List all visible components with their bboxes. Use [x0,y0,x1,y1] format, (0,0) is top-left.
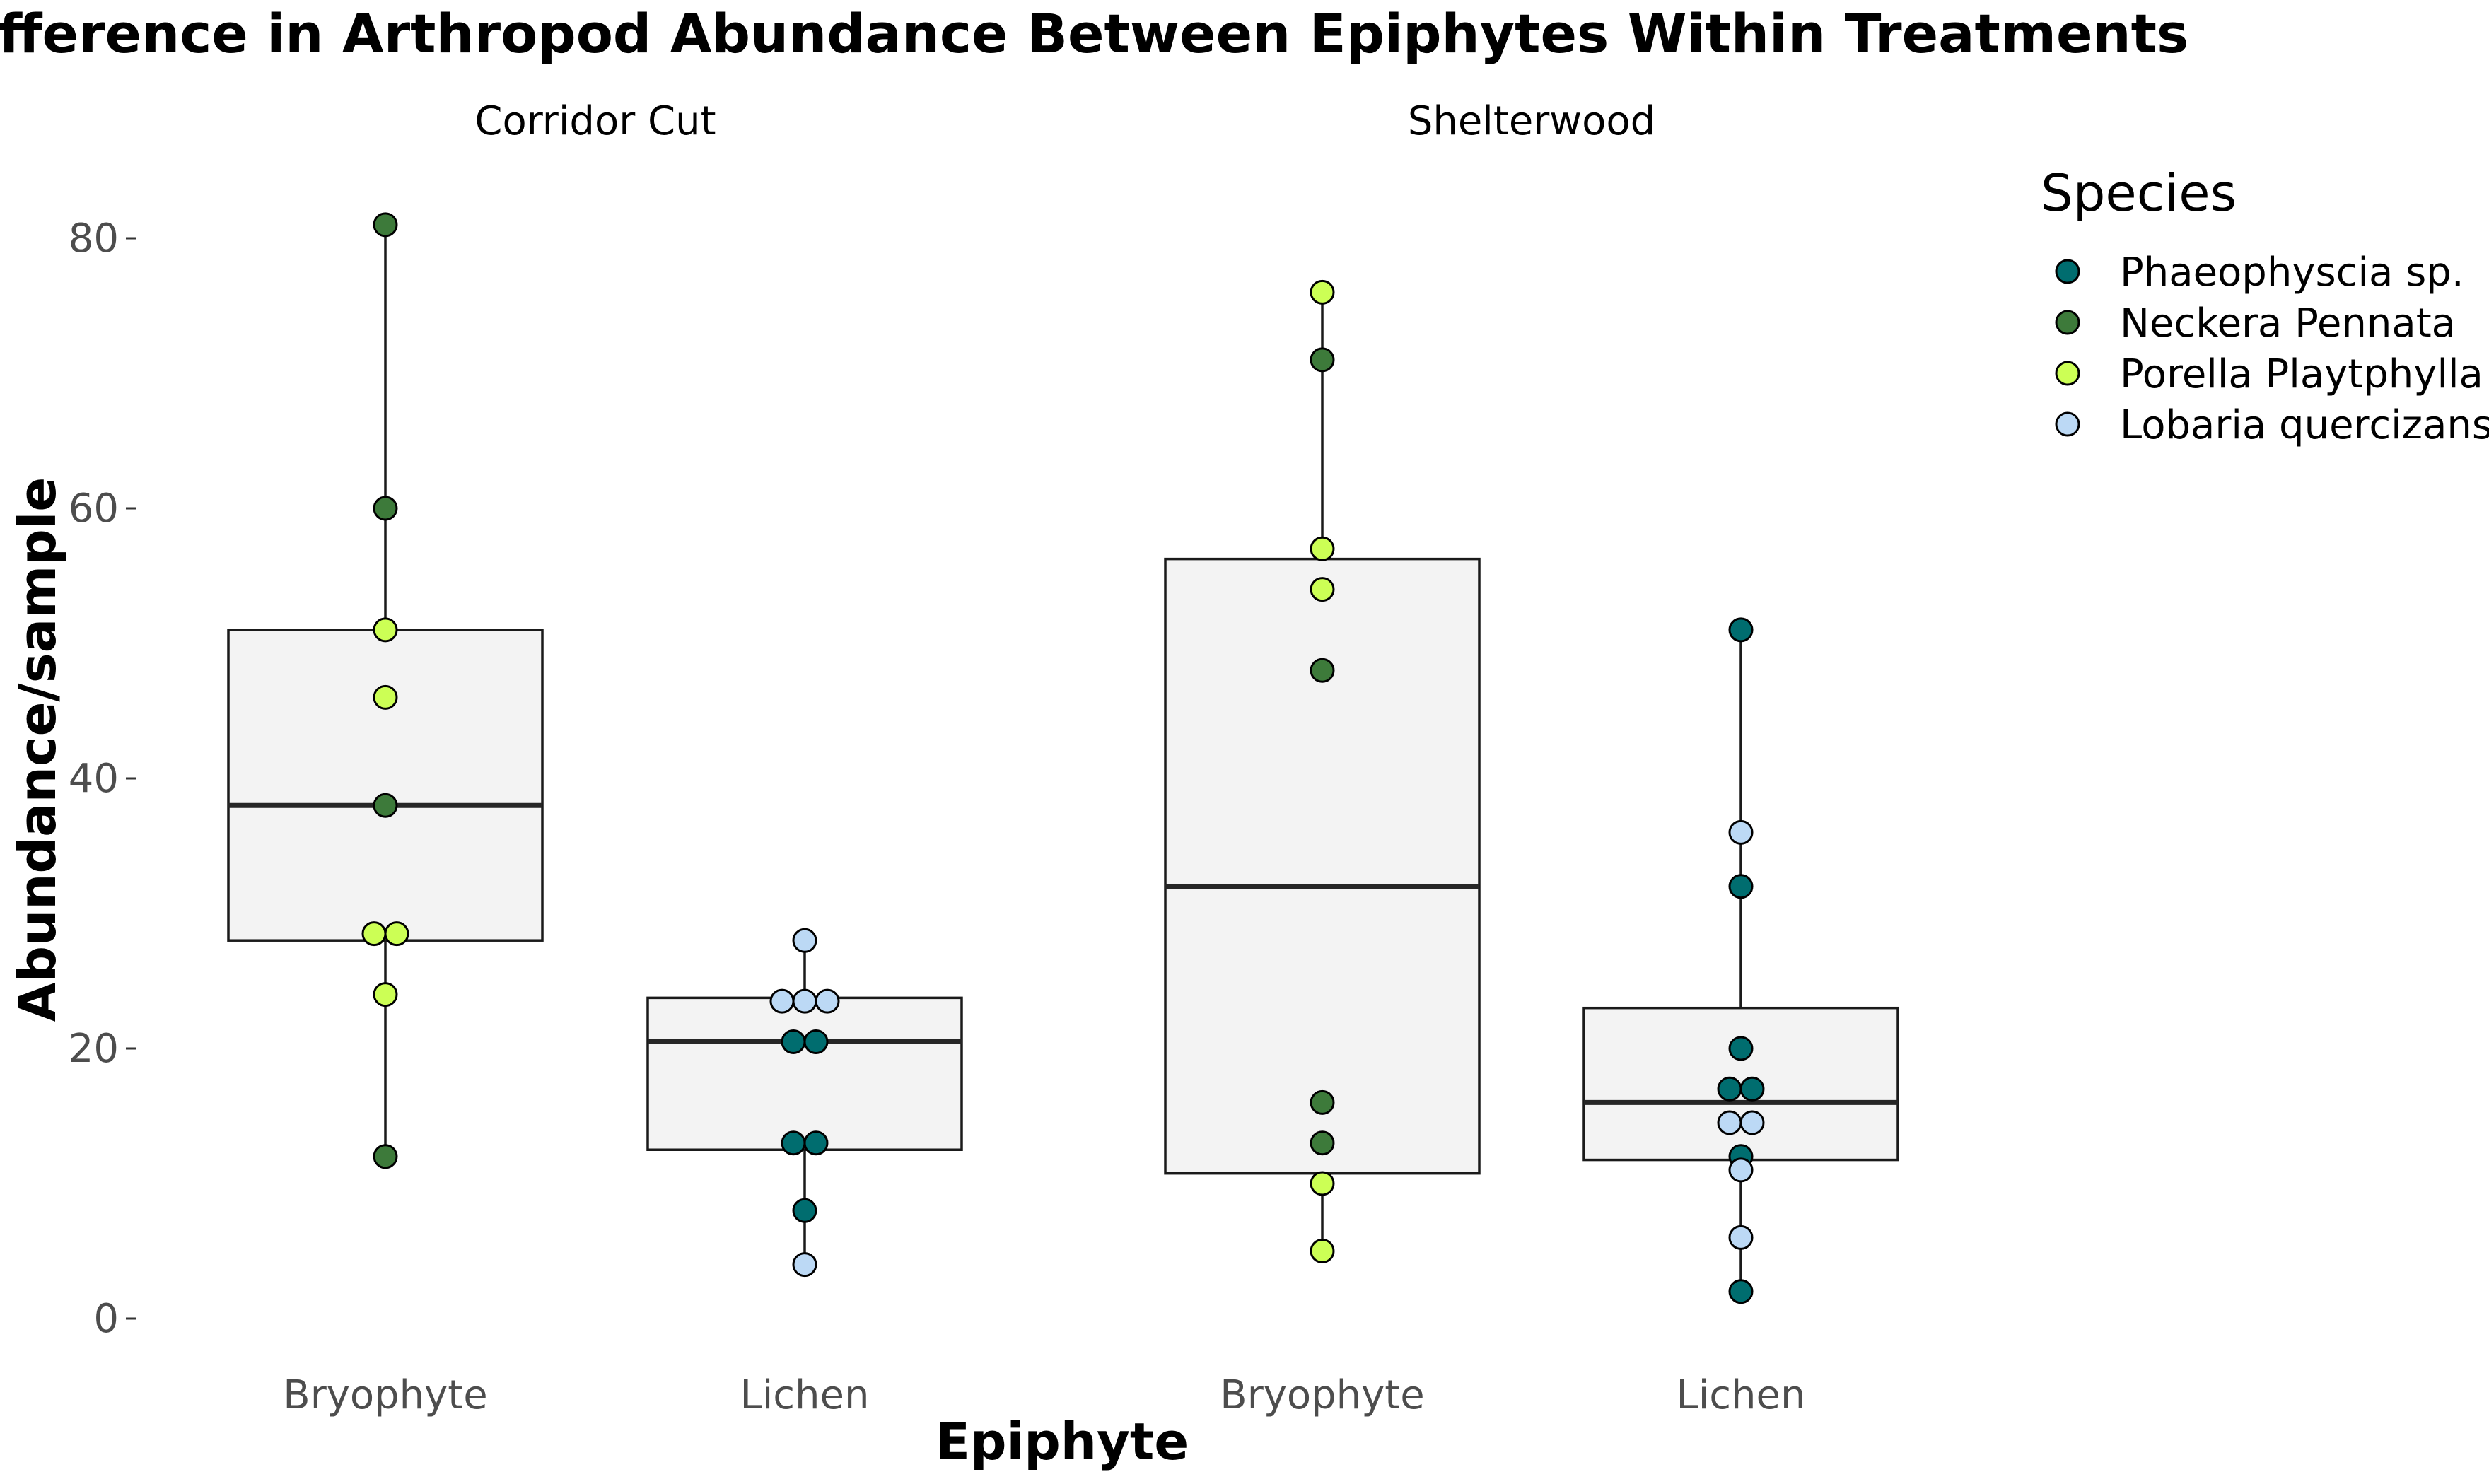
legend-item-label: Lobaria quercizans [2120,402,2489,448]
data-point [1310,658,1335,683]
data-point [373,617,398,643]
y-tick-label: 60 [69,486,119,532]
box-corridor-cut-lichen [646,996,963,1151]
plot-layer: 0 20 40 60 80 Corridor Cut Bryophyte Lichen Shel… [69,98,1899,1418]
data-point [1717,1110,1742,1135]
data-point [1728,1036,1754,1061]
data-point [792,988,817,1014]
data-point [803,1130,829,1156]
data-point [1728,1157,1754,1183]
box-shelterwood-bryophyte [1164,557,1481,1175]
box-corridor-cut-bryophyte [227,629,544,942]
data-point [384,921,409,947]
legend-title: Species [2041,163,2237,223]
data-point [1728,1279,1754,1304]
x-tick-label: Bryophyte [283,1372,487,1418]
legend-key-marker [2055,259,2080,284]
legend-item-label: Neckera Pennata [2120,300,2456,346]
data-point [1310,577,1335,602]
legend-key-marker [2055,310,2080,335]
data-point [1728,874,1754,899]
data-point [1728,617,1754,643]
legend-key-marker [2055,361,2080,386]
data-point [373,982,398,1007]
y-tick-label: 0 [93,1296,119,1342]
data-point [781,1029,806,1054]
data-point [1728,1225,1754,1250]
data-point [792,1198,817,1223]
data-point [361,921,387,947]
data-point [1310,1089,1335,1115]
data-point [1739,1110,1765,1135]
data-point [1310,347,1335,373]
x-tick-label: Lichen [1677,1372,1806,1418]
legend-item-label: Porella Playtphylla [2120,351,2483,397]
data-point [373,684,398,710]
y-axis-title: Abundance/sample [8,477,67,1022]
data-point [1310,279,1335,305]
y-tick-label: 20 [69,1026,119,1072]
data-point [373,496,398,521]
data-point [815,988,840,1014]
x-tick-label: Lichen [740,1372,870,1418]
data-point [792,928,817,953]
data-point [1310,1130,1335,1156]
facet-label: Corridor Cut [474,98,716,144]
legend-key-marker [2055,411,2080,437]
data-point [792,1252,817,1278]
data-point [373,793,398,818]
legend-item-label: Phaeophyscia sp. [2120,250,2464,296]
data-point [373,212,398,238]
y-tick-label: 80 [69,216,119,262]
chart-title: Difference in Arthropod Abundance Betwee… [0,2,2188,65]
facet-label: Shelterwood [1408,98,1655,144]
x-axis-title: Epiphyte [935,1412,1189,1471]
data-point [1728,819,1754,845]
data-point [1739,1076,1765,1102]
data-point [781,1130,806,1156]
data-point [803,1029,829,1054]
legend: Species Phaeophyscia sp.Neckera Pennata P… [2041,163,2489,448]
data-point [1310,1239,1335,1263]
data-point [769,988,795,1014]
y-tick-label: 40 [69,756,119,802]
box-shelterwood-lichen [1582,1006,1899,1162]
data-point [373,1144,398,1169]
x-tick-label: Bryophyte [1220,1372,1424,1418]
data-point [1717,1076,1742,1102]
data-point [1310,1171,1335,1196]
data-point [1310,536,1335,561]
